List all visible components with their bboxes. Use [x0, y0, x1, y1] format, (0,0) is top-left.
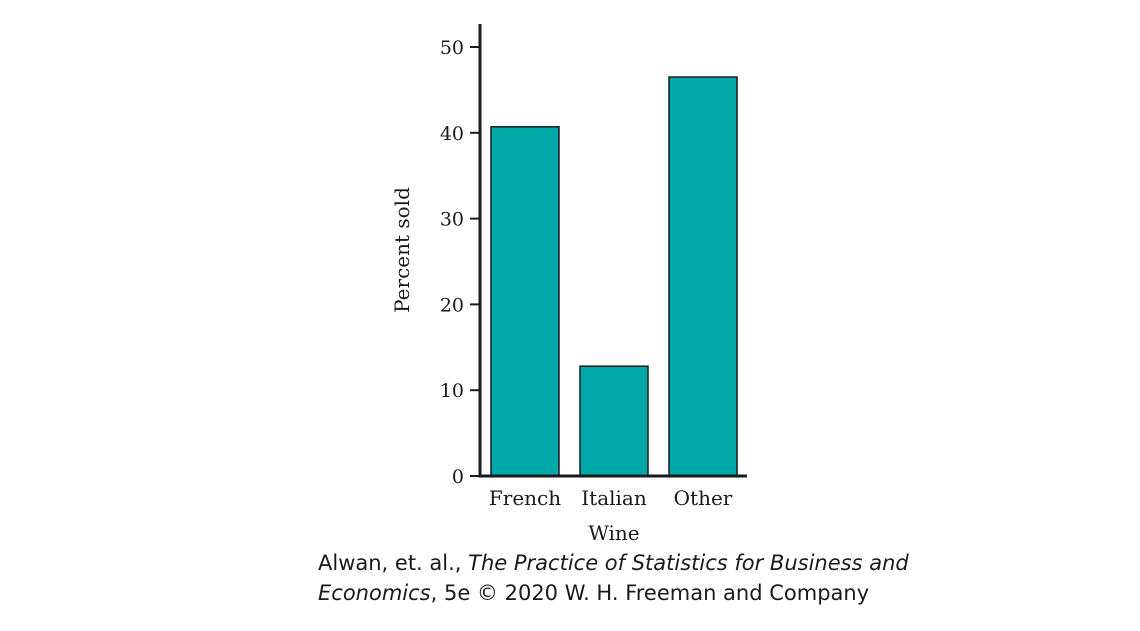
bar-italian	[579, 365, 649, 477]
y-tick-label-50: 50	[440, 37, 464, 59]
x-axis-title: Wine	[588, 521, 639, 545]
x-tick-label-french: French	[489, 486, 561, 510]
y-tick-label-20: 20	[440, 294, 464, 316]
bar-french	[490, 126, 560, 477]
credit-line-2: Economics, 5e © 2020 W. H. Freeman and C…	[318, 578, 1018, 608]
credit-edition-publisher: , 5e © 2020 W. H. Freeman and Company	[430, 581, 870, 605]
y-axis-title: Percent sold	[390, 187, 414, 313]
bar-other	[668, 76, 738, 477]
figure-credit: Alwan, et. al., The Practice of Statisti…	[318, 548, 1018, 608]
y-tick-label-30: 30	[440, 209, 464, 231]
credit-authors: Alwan, et. al.,	[318, 551, 469, 575]
y-tick-label-40: 40	[440, 123, 464, 145]
credit-line-1: Alwan, et. al., The Practice of Statisti…	[318, 548, 1018, 578]
credit-book-title-part2: Economics	[318, 581, 431, 605]
y-tick-label-0: 0	[452, 466, 464, 488]
x-tick-label-italian: Italian	[581, 486, 647, 510]
credit-book-title-part1: The Practice of Statistics for Business …	[468, 551, 909, 575]
y-tick-label-10: 10	[440, 380, 464, 402]
x-tick-label-other: Other	[674, 486, 733, 510]
